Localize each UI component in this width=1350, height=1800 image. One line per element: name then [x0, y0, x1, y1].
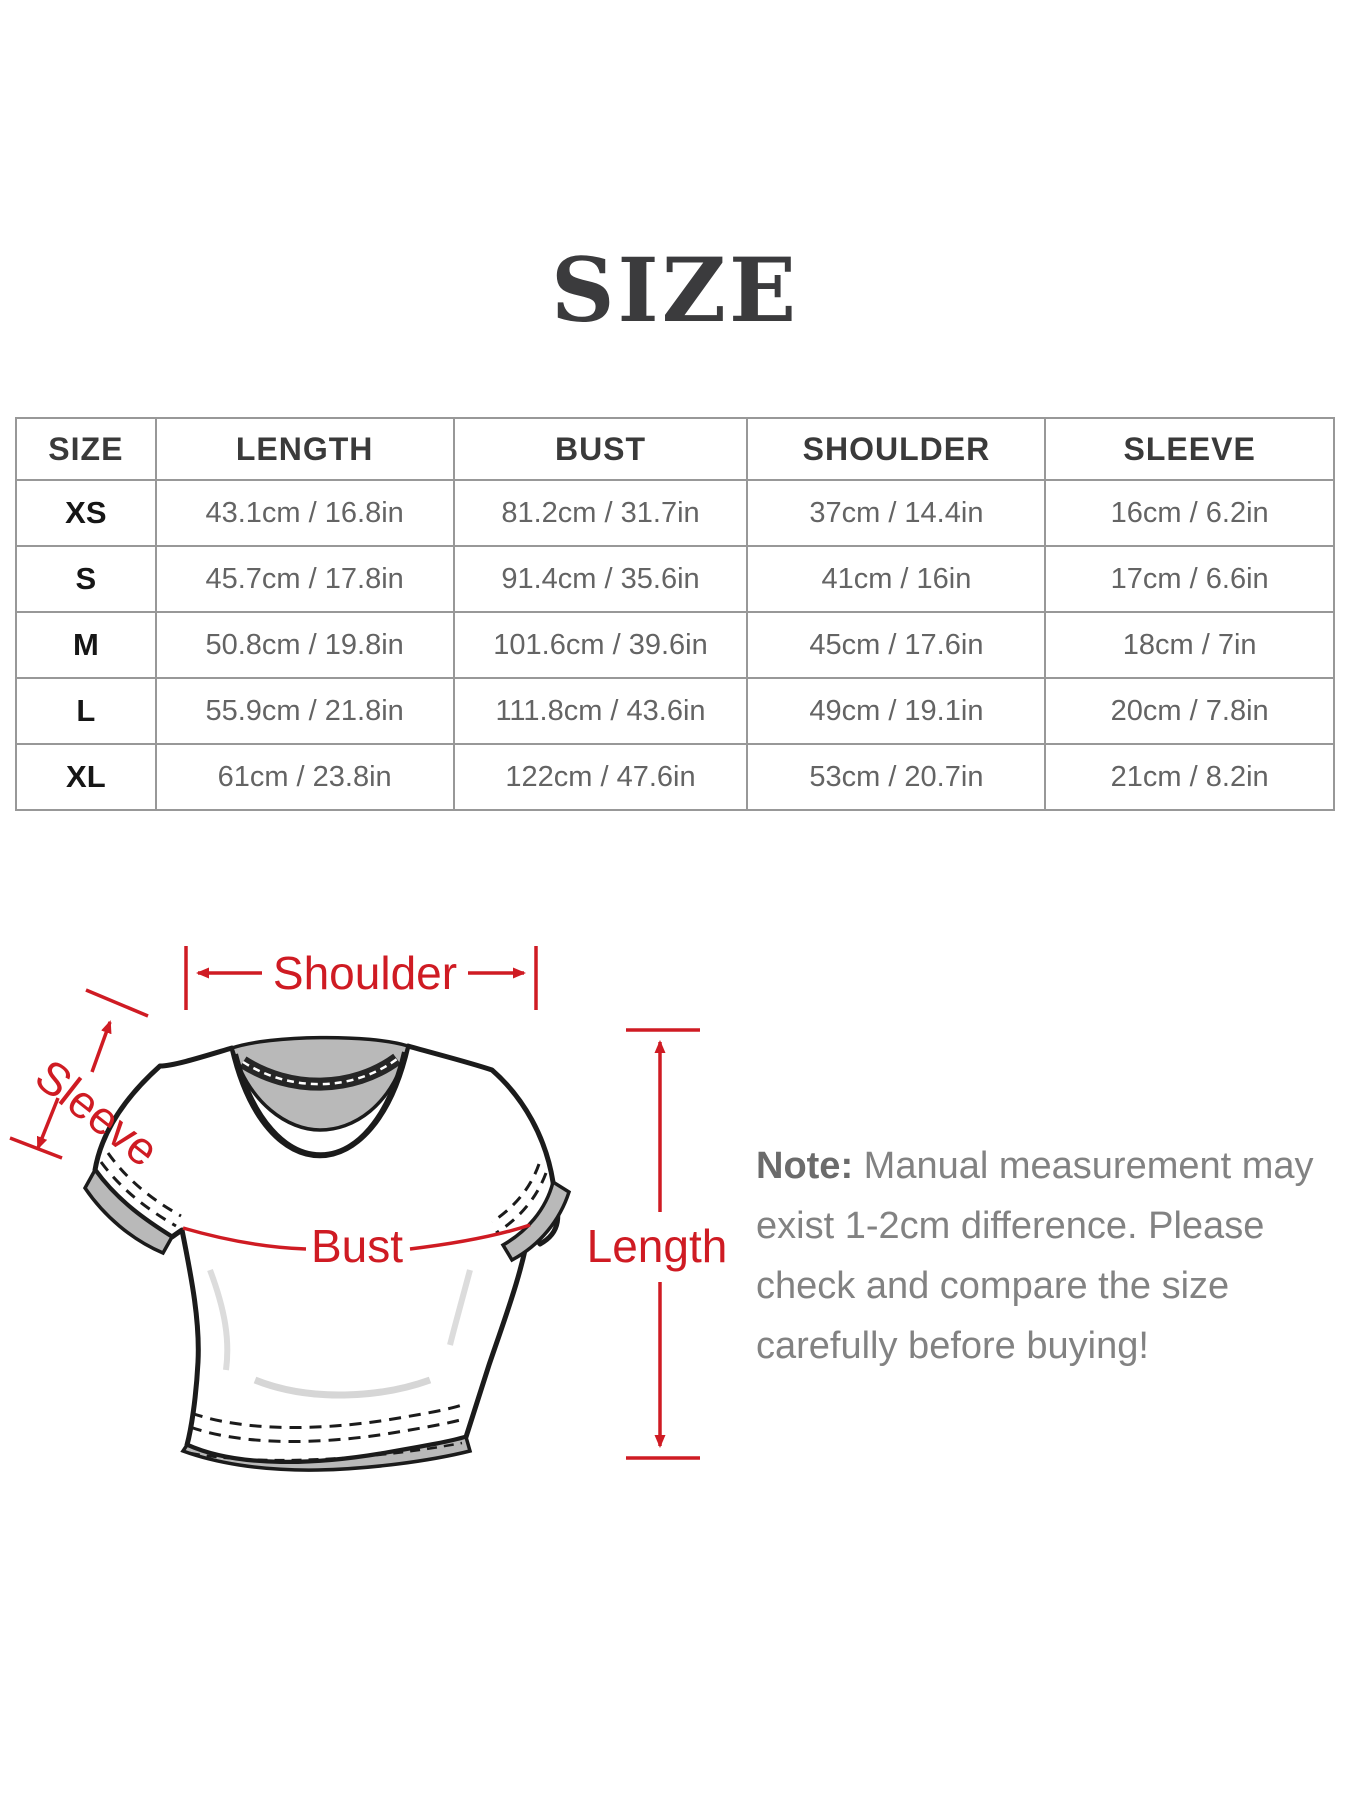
table-row: L 55.9cm / 21.8in 111.8cm / 43.6in 49cm … [15, 677, 1335, 745]
measurement-cell: 45cm / 17.6in [746, 611, 1047, 679]
header-cell-bust: BUST [452, 417, 749, 481]
size-table: SIZE LENGTH BUST SHOULDER SLEEVE XS 43.1… [15, 417, 1335, 811]
measurement-cell: 43.1cm / 16.8in [154, 479, 455, 547]
note-line-2: exist 1-2cm difference. Please [756, 1205, 1265, 1247]
tshirt-measurement-diagram: Shoulder Sleeve Bust Length [9, 946, 728, 1472]
measurement-cell: 111.8cm / 43.6in [452, 677, 749, 745]
size-cell: XL [15, 743, 157, 811]
bust-label: Bust [311, 1220, 403, 1272]
measurement-cell: 17cm / 6.6in [1044, 545, 1335, 613]
table-header-row: SIZE LENGTH BUST SHOULDER SLEEVE [15, 417, 1335, 481]
measurement-cell: 21cm / 8.2in [1044, 743, 1335, 811]
shoulder-annotation: Shoulder [184, 946, 538, 1010]
measurement-cell: 45.7cm / 17.8in [154, 545, 455, 613]
measurement-cell: 18cm / 7in [1044, 611, 1335, 679]
measurement-cell: 37cm / 14.4in [746, 479, 1047, 547]
measurement-cell: 53cm / 20.7in [746, 743, 1047, 811]
length-annotation: Length [587, 1028, 728, 1460]
header-cell-size: SIZE [15, 417, 157, 481]
table-row: M 50.8cm / 19.8in 101.6cm / 39.6in 45cm … [15, 611, 1335, 679]
measurement-cell: 16cm / 6.2in [1044, 479, 1335, 547]
table-row: XS 43.1cm / 16.8in 81.2cm / 31.7in 37cm … [15, 479, 1335, 547]
measurement-note: Note: Manual measurement may exist 1-2cm… [756, 1136, 1326, 1376]
measurement-cell: 61cm / 23.8in [154, 743, 455, 811]
measurement-cell: 49cm / 19.1in [746, 677, 1047, 745]
header-cell-shoulder: SHOULDER [746, 417, 1047, 481]
size-cell: M [15, 611, 157, 679]
measurement-cell: 122cm / 47.6in [452, 743, 749, 811]
size-table-container: SIZE LENGTH BUST SHOULDER SLEEVE XS 43.1… [15, 417, 1335, 811]
measurement-cell: 50.8cm / 19.8in [154, 611, 455, 679]
header-cell-length: LENGTH [154, 417, 455, 481]
page-title: SIZE [550, 238, 800, 342]
size-cell: S [15, 545, 157, 613]
measurement-cell: 41cm / 16in [746, 545, 1047, 613]
measurement-cell: 81.2cm / 31.7in [452, 479, 749, 547]
note-line-4: carefully before buying! [756, 1325, 1149, 1367]
table-row: S 45.7cm / 17.8in 91.4cm / 35.6in 41cm /… [15, 545, 1335, 613]
table-row: XL 61cm / 23.8in 122cm / 47.6in 53cm / 2… [15, 743, 1335, 811]
header-cell-sleeve: SLEEVE [1044, 417, 1335, 481]
measurement-cell: 101.6cm / 39.6in [452, 611, 749, 679]
size-cell: L [15, 677, 157, 745]
measurement-cell: 55.9cm / 21.8in [154, 677, 455, 745]
note-line-1: Manual measurement may [853, 1145, 1314, 1187]
tshirt-illustration [82, 1035, 572, 1472]
note-prefix: Note: [756, 1145, 854, 1187]
shoulder-label: Shoulder [273, 947, 457, 999]
size-cell: XS [15, 479, 157, 547]
measurement-cell: 20cm / 7.8in [1044, 677, 1335, 745]
measurement-cell: 91.4cm / 35.6in [452, 545, 749, 613]
length-label: Length [587, 1220, 728, 1272]
bust-annotation: Bust [182, 1220, 531, 1272]
note-line-3: check and compare the size [756, 1265, 1230, 1307]
